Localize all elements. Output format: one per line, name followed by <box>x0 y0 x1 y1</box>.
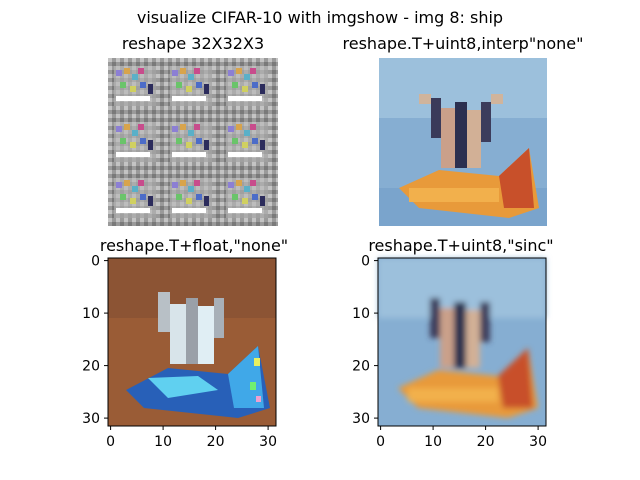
panel-title-2: reshape.T+uint8,interp"none" <box>342 34 584 53</box>
panel-4-ytick-0: 0 <box>361 254 370 270</box>
panel-4-frame <box>377 257 547 427</box>
figure-suptitle: visualize CIFAR-10 with imgshow - img 8:… <box>136 8 504 27</box>
panel-title-1: reshape 32X32X3 <box>121 34 265 53</box>
panel-title-4: reshape.T+uint8,"sinc" <box>368 236 554 255</box>
panel-3-xtick-10: 10 <box>154 434 172 450</box>
panel-4-xtick-20: 20 <box>477 434 495 450</box>
panel-4-xtick-30: 30 <box>529 434 547 450</box>
panel-3-ytick-10: 10 <box>82 306 100 322</box>
panel-2-image <box>379 58 547 226</box>
panel-4-ytick-30: 30 <box>352 411 370 427</box>
panel-3-xtick-30: 30 <box>259 434 277 450</box>
panel-3-xticks: 0 10 20 30 <box>106 426 277 450</box>
panel-4-xtick-10: 10 <box>424 434 442 450</box>
panel-3-ytick-20: 20 <box>82 359 100 375</box>
panel-4-yticks: 0 10 20 30 <box>352 254 378 427</box>
panel-3-yticks: 0 10 20 30 <box>82 254 108 427</box>
panel-3-xtick-0: 0 <box>106 434 115 450</box>
panel-4-xticks: 0 10 20 30 <box>376 426 547 450</box>
panel-4-ytick-10: 10 <box>352 306 370 322</box>
panel-3-image <box>108 258 276 426</box>
panel-4-image <box>378 258 546 426</box>
panel-3-ytick-0: 0 <box>91 254 100 270</box>
panel-3-axes: 0 10 20 30 0 10 20 30 <box>82 254 277 450</box>
panel-3-ytick-30: 30 <box>82 411 100 427</box>
panel-3-xtick-20: 20 <box>207 434 225 450</box>
panel-title-3: reshape.T+float,"none" <box>99 236 289 255</box>
panel-1-image <box>108 58 278 226</box>
panel-4-ytick-20: 20 <box>352 359 370 375</box>
panel-4-xtick-0: 0 <box>376 434 385 450</box>
panel-4-axes: 0 10 20 30 0 10 20 30 <box>352 254 547 450</box>
panel-3-frame <box>107 257 277 427</box>
